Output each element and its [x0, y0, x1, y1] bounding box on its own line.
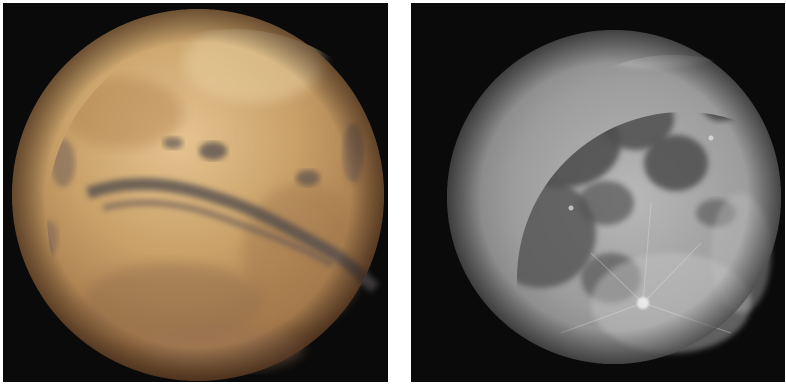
mars-photo-panel	[3, 3, 388, 382]
moon-photo-panel	[411, 3, 785, 382]
moon-image	[411, 3, 785, 382]
mars-image	[3, 3, 388, 382]
